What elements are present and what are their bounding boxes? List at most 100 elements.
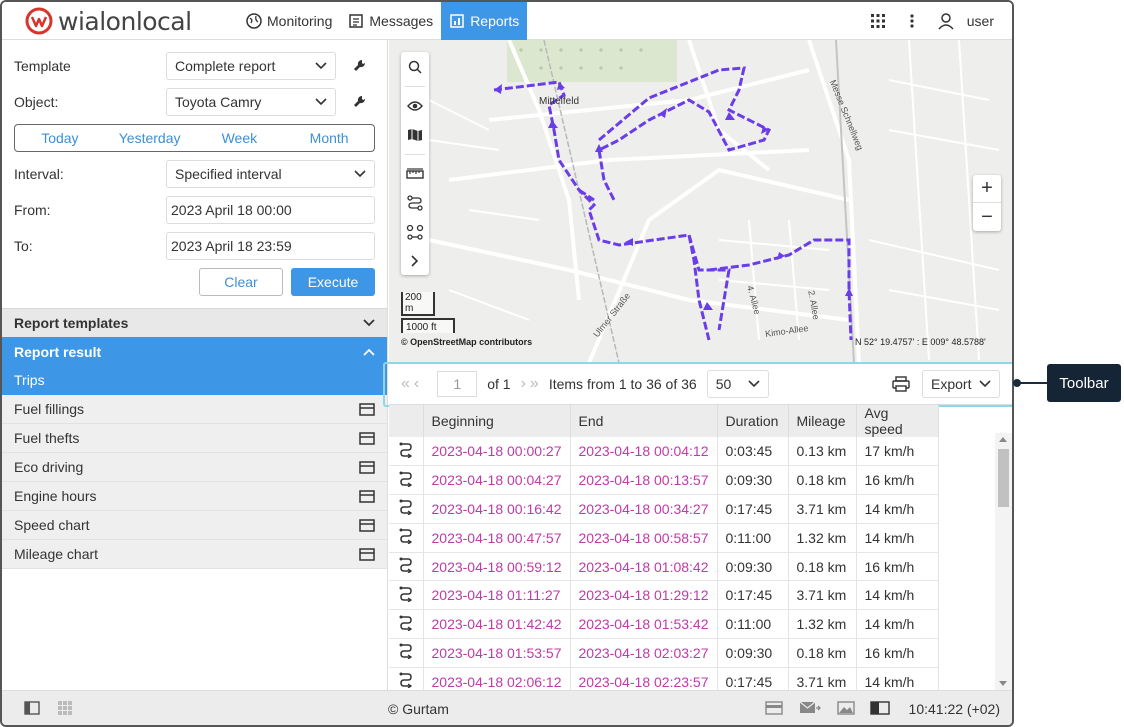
table-view-icon[interactable] xyxy=(359,518,375,532)
nav-messages[interactable]: Messages xyxy=(340,2,441,40)
trip-row-icon-cell[interactable] xyxy=(389,465,424,496)
cell-end[interactable]: 2023-04-18 00:04:12 xyxy=(570,437,718,467)
table-row[interactable]: 2023-04-18 00:59:12 2023-04-18 01:08:42 0:… xyxy=(389,552,939,582)
map-distance-button[interactable] xyxy=(401,217,429,246)
more-menu-button[interactable] xyxy=(895,13,929,29)
to-date-input[interactable]: 2023 April 18 23:59 xyxy=(166,232,375,260)
template-settings-button[interactable] xyxy=(350,59,370,73)
cell-end[interactable]: 2023-04-18 01:08:42 xyxy=(570,552,718,582)
apps-grid-button[interactable] xyxy=(861,13,895,29)
trip-row-icon-cell[interactable] xyxy=(389,494,424,524)
export-button[interactable]: Export xyxy=(922,369,1000,398)
object-settings-button[interactable] xyxy=(350,95,370,109)
panel-toggle-button[interactable] xyxy=(24,701,40,718)
trip-row-icon-cell[interactable] xyxy=(389,638,424,668)
cell-beginning[interactable]: 2023-04-18 02:06:12 xyxy=(423,667,571,690)
table-view-icon[interactable] xyxy=(359,402,375,416)
object-select[interactable]: Toyota Camry xyxy=(166,88,336,116)
per-page-select[interactable]: 50 xyxy=(706,369,769,398)
period-week[interactable]: Week xyxy=(221,130,258,146)
column-duration[interactable]: Duration xyxy=(717,405,789,437)
logo[interactable]: wialonlocal xyxy=(24,6,192,36)
period-today[interactable]: Today xyxy=(41,130,79,146)
cell-end[interactable]: 2023-04-18 02:23:57 xyxy=(570,667,718,690)
table-row[interactable]: 2023-04-18 01:42:42 2023-04-18 01:53:42 0:… xyxy=(389,609,939,640)
cell-end[interactable]: 2023-04-18 00:34:27 xyxy=(570,494,718,524)
nav-reports[interactable]: Reports xyxy=(441,2,528,40)
trip-row-icon-cell[interactable] xyxy=(389,437,424,467)
table-view-icon[interactable] xyxy=(359,547,375,561)
trip-row-icon-cell[interactable] xyxy=(389,609,424,640)
cell-beginning[interactable]: 2023-04-18 01:11:27 xyxy=(423,580,571,611)
next-page-button[interactable]: › xyxy=(520,374,526,392)
table-view-icon[interactable] xyxy=(359,460,375,474)
layout-button[interactable] xyxy=(870,701,890,718)
table-row[interactable]: 2023-04-18 00:47:57 2023-04-18 00:58:57 0:… xyxy=(389,523,939,553)
gallery-button[interactable] xyxy=(837,701,855,718)
trip-row-icon-cell[interactable] xyxy=(389,667,424,690)
result-item-eco-driving[interactable]: Eco driving xyxy=(2,453,387,482)
report-templates-header[interactable]: Report templates xyxy=(2,308,387,337)
map-tools-expand-button[interactable] xyxy=(401,246,429,275)
cell-end[interactable]: 2023-04-18 00:58:57 xyxy=(570,523,718,553)
period-yesterday[interactable]: Yesterday xyxy=(118,130,181,146)
interval-select[interactable]: Specified interval xyxy=(166,160,375,188)
cell-end[interactable]: 2023-04-18 00:13:57 xyxy=(570,465,718,496)
template-select[interactable]: Complete report xyxy=(166,52,336,80)
cell-end[interactable]: 2023-04-18 01:53:42 xyxy=(570,609,718,640)
report-result-header[interactable]: Report result xyxy=(2,337,387,366)
cell-beginning[interactable]: 2023-04-18 00:16:42 xyxy=(423,494,571,524)
scroll-down-arrow[interactable] xyxy=(999,681,1007,686)
map-ruler-button[interactable] xyxy=(401,159,429,188)
column-end[interactable]: End xyxy=(570,405,718,437)
column-mileage[interactable]: Mileage xyxy=(788,405,857,437)
grid-layout-button[interactable] xyxy=(58,701,72,718)
map-search-button[interactable] xyxy=(401,52,429,81)
cell-beginning[interactable]: 2023-04-18 01:53:57 xyxy=(423,638,571,668)
map-layers-button[interactable] xyxy=(401,120,429,149)
result-item-engine-hours[interactable]: Engine hours xyxy=(2,482,387,511)
cell-end[interactable]: 2023-04-18 01:29:12 xyxy=(570,580,718,611)
result-item-trips[interactable]: Trips xyxy=(2,366,387,395)
scroll-thumb[interactable] xyxy=(998,449,1009,507)
table-row[interactable]: 2023-04-18 02:06:12 2023-04-18 02:23:57 0:… xyxy=(389,667,939,690)
table-view-icon[interactable] xyxy=(359,431,375,445)
table-row[interactable]: 2023-04-18 00:00:27 2023-04-18 00:04:12 0:… xyxy=(389,437,939,467)
result-item-speed-chart[interactable]: Speed chart xyxy=(2,511,387,540)
trip-row-icon-cell[interactable] xyxy=(389,552,424,582)
cell-beginning[interactable]: 2023-04-18 00:59:12 xyxy=(423,552,571,582)
cell-beginning[interactable]: 2023-04-18 01:42:42 xyxy=(423,609,571,640)
cell-beginning[interactable]: 2023-04-18 00:04:27 xyxy=(423,465,571,496)
table-scrollbar[interactable] xyxy=(995,433,1012,690)
messages-button[interactable] xyxy=(799,701,821,718)
from-date-input[interactable]: 2023 April 18 00:00 xyxy=(166,196,375,224)
prev-page-button[interactable]: ‹ xyxy=(413,374,420,392)
cell-end[interactable]: 2023-04-18 02:03:27 xyxy=(570,638,718,668)
user-name[interactable]: user xyxy=(966,13,994,29)
table-row[interactable]: 2023-04-18 00:16:42 2023-04-18 00:34:27 0:… xyxy=(389,494,939,524)
cell-beginning[interactable]: 2023-04-18 00:00:27 xyxy=(423,437,571,467)
page-number-input[interactable]: 1 xyxy=(437,370,478,397)
scroll-up-arrow[interactable] xyxy=(999,437,1007,442)
trip-row-icon-cell[interactable] xyxy=(389,523,424,553)
last-page-button[interactable]: » xyxy=(529,374,539,392)
result-item-fuel-thefts[interactable]: Fuel thefts xyxy=(2,424,387,453)
table-row[interactable]: 2023-04-18 00:04:27 2023-04-18 00:13:57 0:… xyxy=(389,465,939,496)
zoom-out-button[interactable]: − xyxy=(981,205,993,228)
user-menu[interactable] xyxy=(929,12,963,30)
map-visibility-button[interactable] xyxy=(401,91,429,120)
column-beginning[interactable]: Beginning xyxy=(423,405,571,437)
period-month[interactable]: Month xyxy=(309,130,349,146)
first-page-button[interactable]: « xyxy=(401,374,410,392)
trip-row-icon-cell[interactable] xyxy=(389,580,424,611)
column-avg-speed[interactable]: Avg speed xyxy=(856,405,939,437)
map-route-button[interactable] xyxy=(401,188,429,217)
print-button[interactable] xyxy=(892,375,910,392)
table-row[interactable]: 2023-04-18 01:11:27 2023-04-18 01:29:12 0:… xyxy=(389,580,939,611)
clear-button[interactable]: Clear xyxy=(199,268,283,296)
cell-beginning[interactable]: 2023-04-18 00:47:57 xyxy=(423,523,571,553)
table-row[interactable]: 2023-04-18 01:53:57 2023-04-18 02:03:27 0:… xyxy=(389,638,939,668)
map-view[interactable]: Mittelfeld Messe Schnellweg Ulmer Straße… xyxy=(389,40,1012,363)
notifications-button[interactable] xyxy=(765,701,783,718)
table-view-icon[interactable] xyxy=(359,489,375,503)
